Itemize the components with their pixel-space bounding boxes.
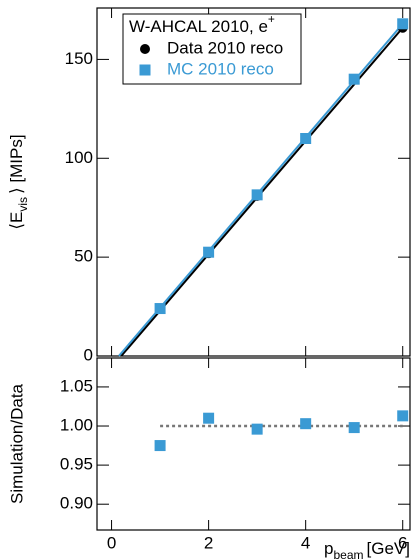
data-point xyxy=(251,189,263,201)
legend-label: Data 2010 reco xyxy=(167,38,283,57)
data-point xyxy=(203,412,215,424)
y-axis-label: ⟨Evis ⟩ [MIPs] xyxy=(7,134,30,229)
data-point xyxy=(300,418,312,430)
y-axis-label-tail: ⟩ [MIPs] xyxy=(7,134,26,194)
x-axis-label: pbeam [GeV] xyxy=(324,539,410,560)
data-point xyxy=(348,73,360,85)
x-axis-label-sub: beam xyxy=(334,548,364,560)
y-tick-label: 1.00 xyxy=(60,416,93,435)
data-point xyxy=(203,246,215,258)
y-tick-label: 0.90 xyxy=(60,494,93,513)
y-tick-label: 0 xyxy=(84,345,93,364)
data-point xyxy=(154,303,166,315)
x-tick-label: 0 xyxy=(107,533,116,552)
x-axis-label-main: p xyxy=(324,539,333,558)
data-point xyxy=(251,423,263,435)
y-tick-label: 100 xyxy=(65,148,93,167)
x-tick-label: 6 xyxy=(398,533,407,552)
y-axis-label: Simulation/Data xyxy=(7,383,26,504)
y-axis-label-sub: vis xyxy=(16,197,30,212)
plot-frame xyxy=(96,7,411,357)
plot-frame xyxy=(96,357,411,531)
legend-title-main: W-AHCAL 2010, e xyxy=(129,17,268,36)
y-tick-label: 50 xyxy=(74,247,93,266)
y-tick-label: 1.05 xyxy=(60,376,93,395)
data-point xyxy=(397,410,409,422)
x-tick-label: 4 xyxy=(301,533,310,552)
data-point xyxy=(348,422,360,434)
data-point xyxy=(397,18,409,30)
legend-title: W-AHCAL 2010, e+ xyxy=(129,12,275,36)
data-point xyxy=(300,133,312,144)
legend-box xyxy=(122,13,302,85)
x-tick-label: 2 xyxy=(204,533,213,552)
data-point xyxy=(154,440,166,452)
legend-marker xyxy=(140,44,150,54)
legend-title-sup: + xyxy=(268,12,275,26)
y-axis-label-main: ⟨E xyxy=(7,212,26,230)
legend-label: MC 2010 reco xyxy=(167,59,274,78)
y-tick-label: 0.95 xyxy=(60,455,93,474)
legend-marker xyxy=(139,64,151,76)
y-tick-label: 150 xyxy=(65,49,93,68)
x-axis-label-tail: [GeV] xyxy=(367,539,410,558)
